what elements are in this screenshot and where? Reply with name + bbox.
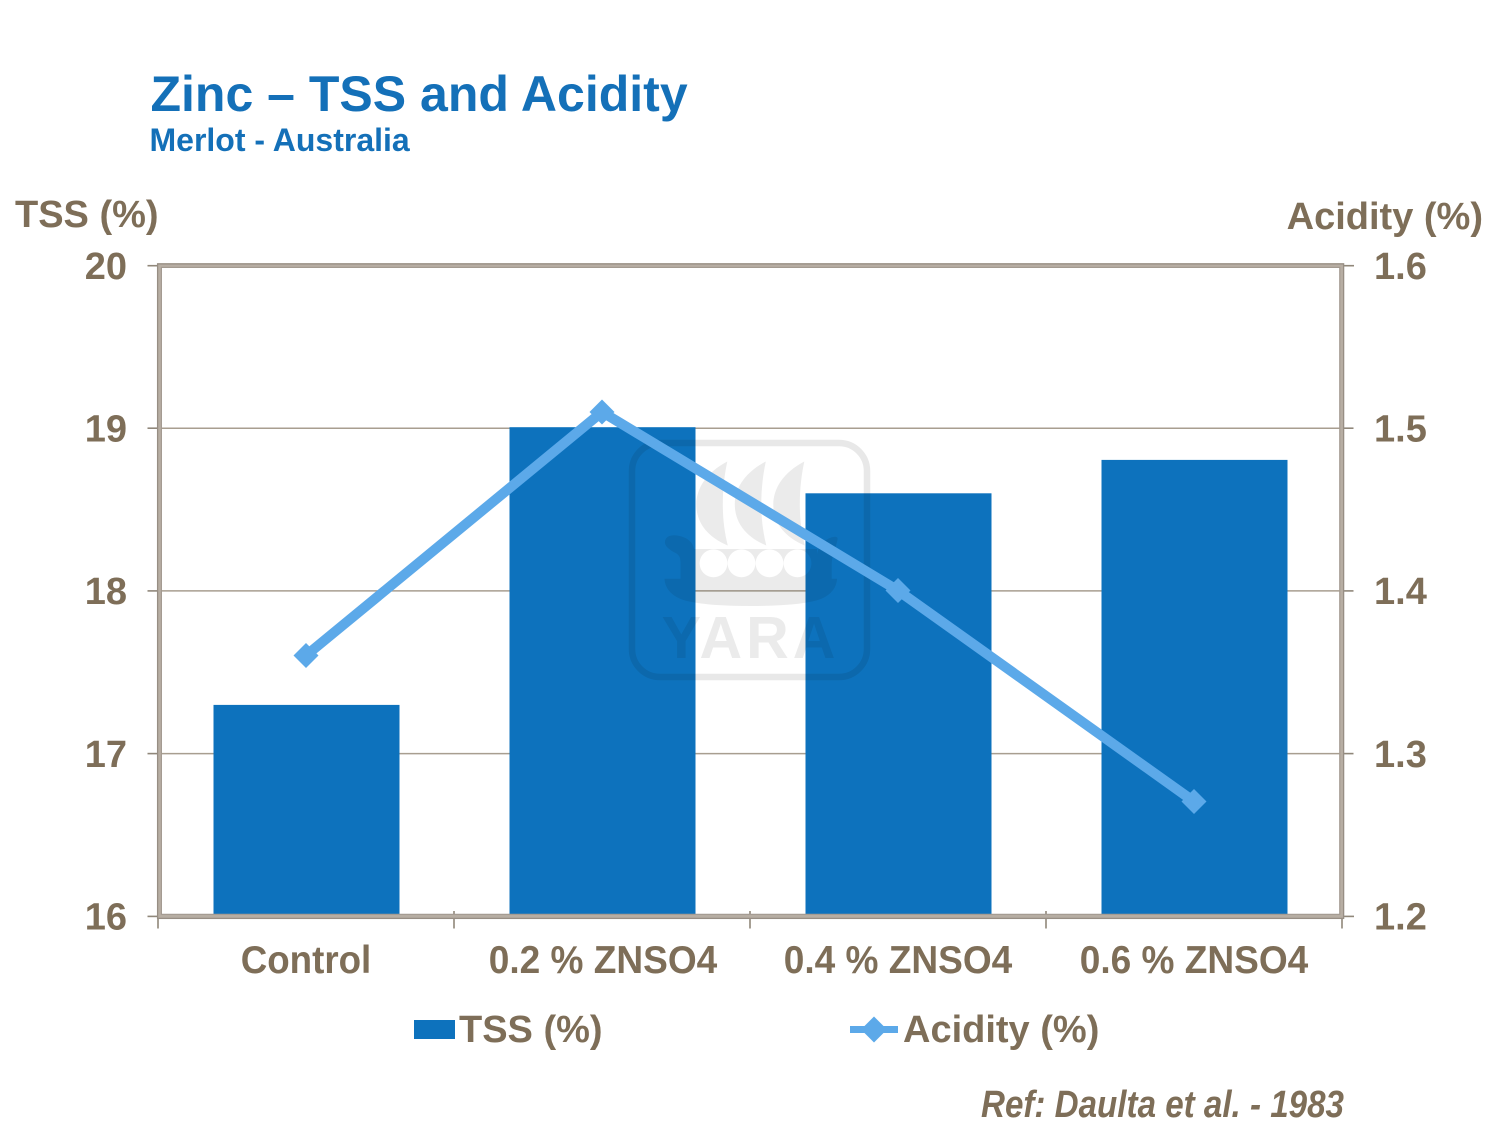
svg-text:1.3: 1.3 bbox=[1374, 734, 1427, 776]
svg-text:17: 17 bbox=[85, 734, 127, 776]
svg-text:1.4: 1.4 bbox=[1374, 571, 1427, 613]
svg-text:Zinc – TSS and Acidity: Zinc – TSS and Acidity bbox=[151, 66, 688, 122]
svg-text:0.2 % ZNSO4: 0.2 % ZNSO4 bbox=[489, 939, 718, 982]
svg-text:Merlot - Australia: Merlot - Australia bbox=[150, 122, 410, 158]
svg-text:18: 18 bbox=[85, 571, 127, 613]
svg-text:YARA: YARA bbox=[662, 605, 840, 671]
svg-text:0.6 % ZNSO4: 0.6 % ZNSO4 bbox=[1080, 939, 1309, 982]
svg-text:Acidity (%): Acidity (%) bbox=[1287, 196, 1483, 238]
svg-text:1.6: 1.6 bbox=[1374, 246, 1427, 288]
svg-text:1.5: 1.5 bbox=[1374, 408, 1427, 450]
svg-text:20: 20 bbox=[85, 246, 127, 288]
svg-text:Ref: Daulta et al. - 1983: Ref: Daulta et al. - 1983 bbox=[981, 1084, 1344, 1126]
svg-text:TSS (%): TSS (%) bbox=[459, 1009, 603, 1051]
svg-text:19: 19 bbox=[85, 408, 127, 450]
svg-text:0.4 % ZNSO4: 0.4 % ZNSO4 bbox=[784, 939, 1013, 982]
svg-text:Control: Control bbox=[241, 939, 372, 982]
svg-text:1.2: 1.2 bbox=[1374, 897, 1427, 939]
svg-text:TSS (%): TSS (%) bbox=[15, 194, 159, 236]
svg-text:16: 16 bbox=[85, 897, 127, 939]
svg-text:Acidity (%): Acidity (%) bbox=[903, 1009, 1099, 1051]
